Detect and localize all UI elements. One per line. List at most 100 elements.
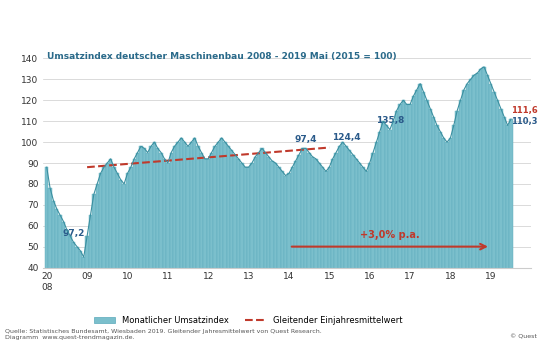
Bar (378, 132, 382, 343)
Bar (425, 100, 429, 343)
Bar (69, 236, 72, 343)
Bar (136, 153, 139, 343)
Bar (126, 174, 129, 343)
Bar (240, 163, 243, 343)
Bar (45, 167, 48, 343)
Bar (466, 84, 469, 343)
Bar (435, 126, 438, 343)
Bar (112, 167, 115, 343)
Bar (418, 84, 422, 343)
Bar (59, 215, 62, 343)
Bar (274, 163, 277, 343)
Bar (398, 105, 402, 343)
Bar (327, 167, 331, 343)
Bar (301, 149, 304, 343)
Bar (493, 92, 496, 343)
Bar (284, 176, 287, 343)
Bar (264, 153, 267, 343)
Bar (358, 163, 362, 343)
Bar (324, 172, 327, 343)
Bar (72, 243, 75, 343)
Bar (196, 146, 200, 343)
Bar (371, 153, 375, 343)
Bar (341, 142, 345, 343)
Bar (210, 153, 213, 343)
Bar (207, 159, 210, 343)
Bar (402, 100, 405, 343)
Bar (405, 105, 408, 343)
Bar (287, 174, 291, 343)
Bar (156, 149, 159, 343)
Text: 135,8: 135,8 (376, 116, 404, 126)
Bar (446, 142, 449, 343)
Bar (48, 188, 52, 343)
Bar (99, 174, 102, 343)
Bar (89, 215, 92, 343)
Bar (311, 157, 314, 343)
Bar (506, 126, 509, 343)
Bar (254, 157, 257, 343)
Bar (217, 142, 220, 343)
Bar (193, 138, 196, 343)
Text: +3,0% p.a.: +3,0% p.a. (360, 230, 420, 240)
Bar (499, 109, 502, 343)
Bar (243, 167, 247, 343)
Bar (122, 184, 126, 343)
Bar (415, 90, 418, 343)
Bar (247, 167, 250, 343)
Bar (388, 130, 391, 343)
Bar (115, 174, 119, 343)
Text: Quelle: Statistisches Bundesamt, Wiesbaden 2019. Gleitender Jahresmittelwert von: Quelle: Statistisches Bundesamt, Wiesbad… (5, 329, 322, 340)
Bar (62, 222, 65, 343)
Bar (442, 138, 446, 343)
Bar (170, 153, 173, 343)
Bar (52, 201, 55, 343)
Text: 110,3: 110,3 (511, 117, 538, 127)
Bar (382, 121, 385, 343)
Bar (176, 142, 179, 343)
Bar (362, 167, 365, 343)
Bar (183, 142, 186, 343)
Bar (469, 79, 472, 343)
Bar (314, 159, 318, 343)
Bar (79, 251, 82, 343)
Bar (153, 142, 156, 343)
Bar (486, 75, 489, 343)
Bar (375, 142, 378, 343)
Bar (432, 117, 435, 343)
Bar (200, 153, 203, 343)
Bar (408, 105, 412, 343)
Bar (132, 159, 136, 343)
Bar (230, 151, 234, 343)
Bar (368, 163, 371, 343)
Bar (281, 172, 284, 343)
Bar (345, 146, 348, 343)
Bar (321, 167, 324, 343)
Bar (509, 119, 513, 343)
Bar (395, 111, 398, 343)
Bar (109, 159, 112, 343)
Bar (102, 167, 106, 343)
Bar (129, 167, 132, 343)
Bar (298, 155, 301, 343)
Bar (179, 138, 183, 343)
Bar (139, 146, 143, 343)
Bar (455, 111, 459, 343)
Bar (354, 159, 358, 343)
Bar (106, 163, 109, 343)
Bar (277, 167, 281, 343)
Bar (234, 155, 237, 343)
Bar (472, 75, 476, 343)
Bar (257, 153, 260, 343)
Bar (146, 153, 150, 343)
Bar (476, 73, 479, 343)
Bar (250, 163, 254, 343)
Bar (227, 146, 230, 343)
Bar (150, 146, 153, 343)
Bar (391, 121, 395, 343)
Bar (203, 159, 207, 343)
Bar (452, 126, 455, 343)
Bar (294, 161, 298, 343)
Bar (75, 247, 79, 343)
Bar (166, 163, 170, 343)
